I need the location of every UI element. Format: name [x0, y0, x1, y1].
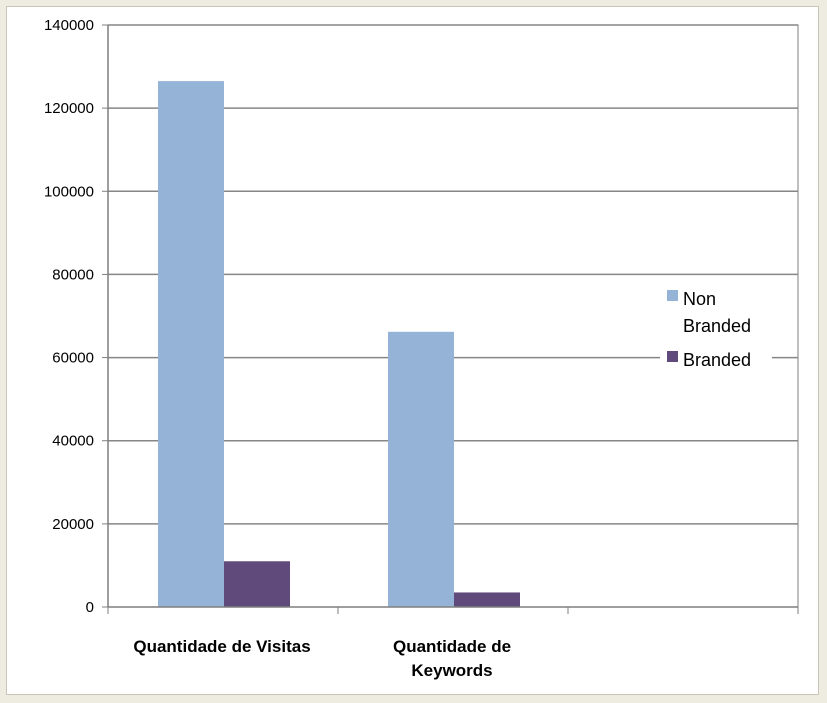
y-tick-label: 60000 [52, 350, 94, 367]
y-tick-label: 120000 [44, 100, 94, 117]
y-tick-label: 80000 [52, 266, 94, 283]
y-tick-label: 20000 [52, 516, 94, 533]
legend-label: Branded [683, 316, 751, 336]
y-tick-label: 0 [86, 599, 94, 616]
y-tick-label: 40000 [52, 433, 94, 450]
legend-swatch [667, 290, 678, 301]
x-category-label: Quantidade de [393, 637, 511, 656]
bar-branded [454, 592, 520, 607]
legend-swatch [667, 351, 678, 362]
bar-non-branded [158, 81, 224, 607]
x-category-label: Keywords [411, 661, 492, 680]
bar-non-branded [388, 331, 454, 607]
legend-box [660, 282, 772, 374]
x-category-label: Quantidade de Visitas [133, 637, 310, 656]
y-tick-label: 100000 [44, 183, 94, 200]
legend-label: Branded [683, 350, 751, 370]
bar-branded [224, 561, 290, 607]
legend-label: Non [683, 289, 716, 309]
y-tick-label: 140000 [44, 17, 94, 34]
